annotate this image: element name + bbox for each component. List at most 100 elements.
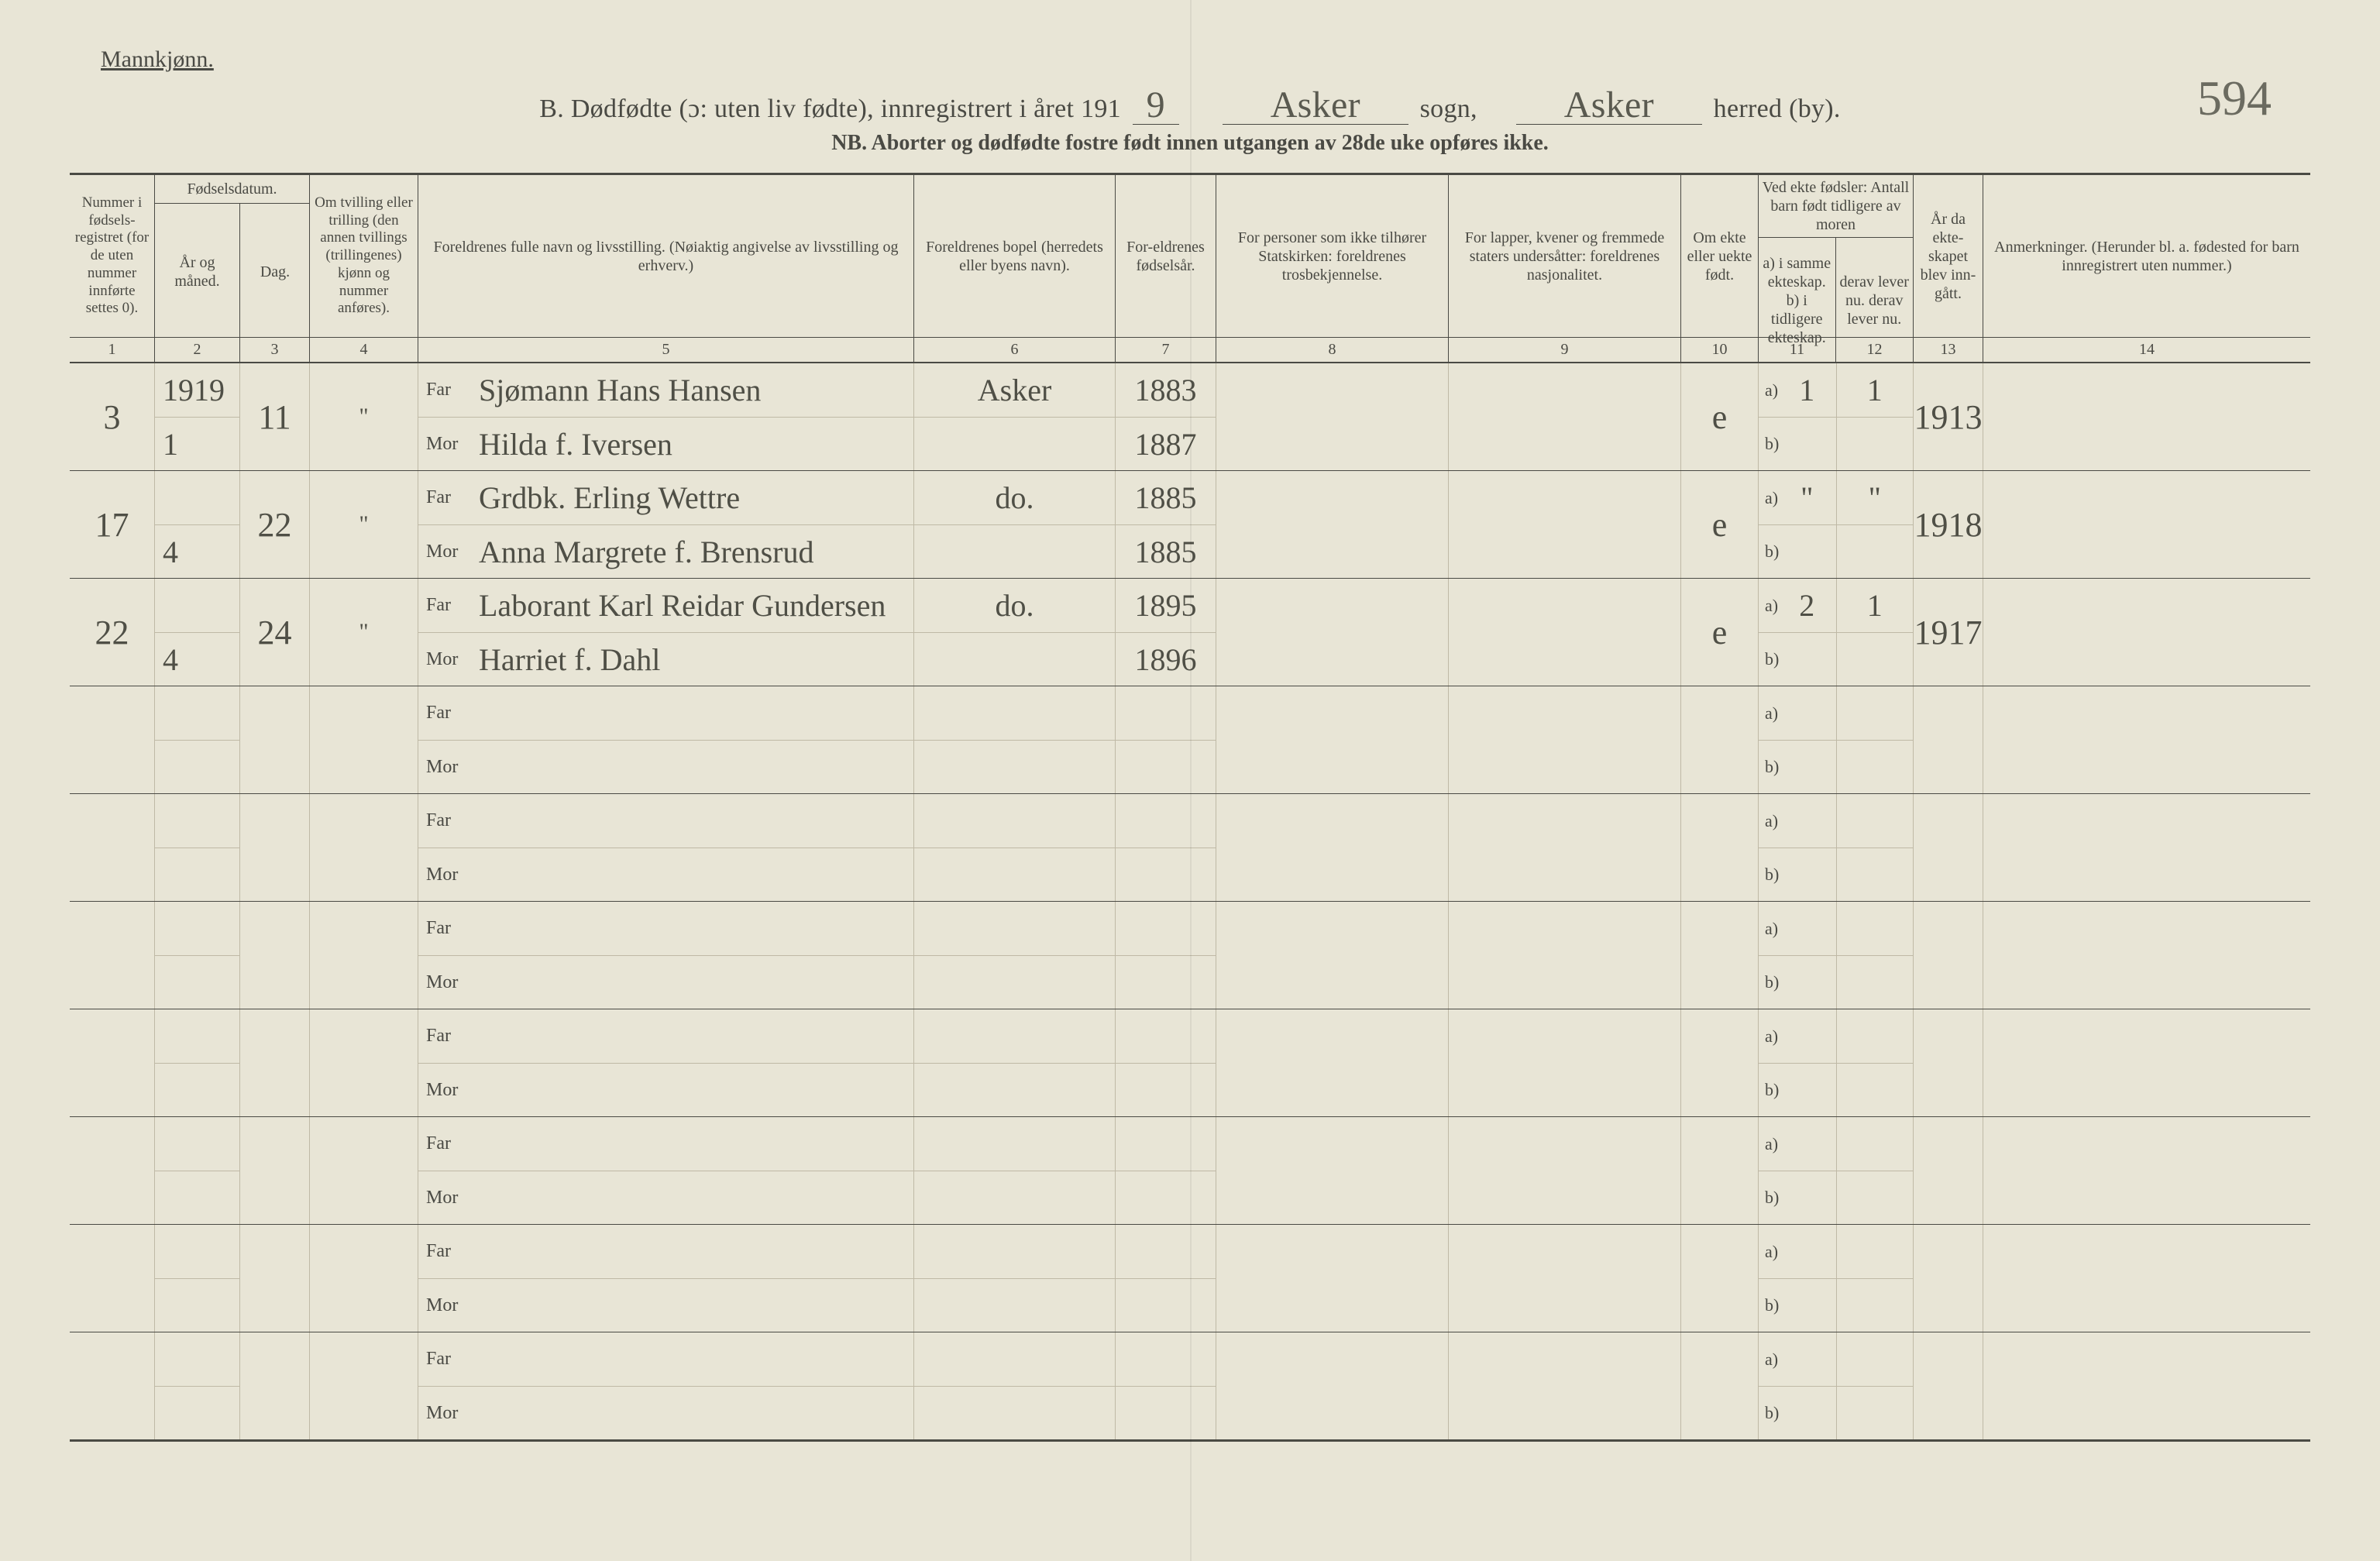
cell-prev-children: a)b) [1759,1117,1914,1224]
cell-prev-children: a)11b) [1759,363,1914,470]
label-far: Far [426,918,469,939]
cell-birthyear-top: 1883 [1116,363,1216,417]
cell-year-month: 19191 [155,363,240,470]
cell-remarks [1983,1009,2310,1116]
cell-b-lever [1836,418,1914,470]
cell-year-month-top: 1919 [155,363,239,417]
cell-a-same: a)" [1759,471,1836,524]
cell-year-month-top [155,1117,239,1171]
cell-day: 11 [240,363,310,470]
cell-twin: " [310,579,418,686]
cell-year-month [155,902,240,1009]
herred-value: Asker [1516,87,1702,125]
cell-birthyear-bot: 1887 [1116,417,1216,470]
hdr-num-4: 4 [310,338,418,362]
cell-day: 24 [240,579,310,686]
cell-birthyear-bot [1116,955,1216,1009]
cell-ekte [1681,1332,1759,1439]
mother-name: Anna Margrete f. Brensrud [479,534,813,570]
cell-mother: Mor [418,1386,913,1439]
cell-marriage-year: 1918 [1914,471,1983,578]
cell-parent-names: Far Mor [418,1332,914,1439]
cell-year-month: 4 [155,471,240,578]
cell-day [240,1332,310,1439]
cell-nationality [1449,686,1681,793]
cell-a-lever [1836,686,1914,740]
cell-bopel-bot [914,848,1115,901]
cell-year-month [155,1009,240,1116]
cell-twin: " [310,471,418,578]
cell-birthyear-top [1116,794,1216,848]
cell-nationality [1449,1225,1681,1332]
title-prefix: B. Dødfødte (ɔ: uten liv fødte), innregi… [539,95,1121,123]
cell-marriage-year [1914,902,1983,1009]
cell-b-same: b) [1759,633,1836,686]
cell-birthyear: 18831887 [1116,363,1216,470]
cell-year-month-bot: 4 [155,524,239,578]
cell-b-lever [1836,741,1914,793]
cell-bopel [914,1117,1116,1224]
cell-year-month-top [155,794,239,848]
cell-b-same: b) [1759,848,1836,901]
label-far: Far [426,1133,469,1154]
cell-mother: MorHarriet f. Dahl [418,632,913,686]
cell-birthyear [1116,1225,1216,1332]
gender-heading: Mannkjønn. [101,46,2310,73]
cell-birthyear: 18951896 [1116,579,1216,686]
cell-mother: MorHilda f. Iversen [418,417,913,470]
label-mor: Mor [426,1295,469,1316]
cell-year-month: 4 [155,579,240,686]
cell-number: 22 [70,579,155,686]
cell-number [70,686,155,793]
label-mor: Mor [426,757,469,778]
cell-year-month-bot [155,1386,239,1439]
cell-birthyear-bot [1116,848,1216,901]
cell-a-same: a) [1759,686,1836,740]
cell-birthyear [1116,1332,1216,1439]
cell-birthyear-bot [1116,1063,1216,1116]
label-far: Far [426,1241,469,1262]
hdr-col-11-12-top: Ved ekte fødsler: Antall barn født tidli… [1759,175,1913,238]
cell-a-lever: 1 [1836,579,1914,632]
hdr-col-6: Foreldrenes bopel (herredets eller byens… [914,175,1116,337]
cell-bopel [914,1009,1116,1116]
cell-year-month-bot [155,1171,239,1224]
cell-a-same: a) [1759,1225,1836,1278]
cell-birthyear-bot [1116,1386,1216,1439]
cell-day: 22 [240,471,310,578]
label-far: Far [426,1349,469,1370]
cell-b-lever [1836,1387,1914,1439]
cell-mother: Mor [418,1278,913,1332]
hdr-col-10: Om ekte eller uekte født. [1681,175,1759,337]
cell-year-month-top [155,686,239,740]
cell-bopel-top [914,1332,1115,1386]
cell-ekte [1681,794,1759,901]
cell-ekte: e [1681,471,1759,578]
hdr-col-1: Nummer i fødsels-registret (for de uten … [70,175,155,337]
cell-bopel-bot [914,417,1115,470]
cell-birthyear [1116,902,1216,1009]
cell-prev-children: a)b) [1759,794,1914,901]
hdr-num-14: 14 [1983,338,2310,362]
hdr-col-9: For lapper, kvener og fremmede staters u… [1449,175,1681,337]
hdr-num-3: 3 [240,338,310,362]
cell-bopel-bot [914,1063,1115,1116]
cell-bopel-top [914,1225,1115,1278]
cell-a-lever [1836,1332,1914,1386]
hdr-col-14: Anmerkninger. (Herunder bl. a. fødested … [1983,175,2310,337]
cell-number [70,794,155,901]
cell-b-lever [1836,956,1914,1009]
cell-nationality [1449,1117,1681,1224]
cell-year-month-top [155,1225,239,1278]
hdr-num-13: 13 [1914,338,1983,362]
cell-twin [310,1225,418,1332]
cell-nationality [1449,794,1681,901]
cell-a-same: a) [1759,902,1836,955]
cell-year-month-top [155,471,239,524]
cell-nationality [1449,363,1681,470]
title-year-digit: 9 [1133,87,1179,125]
cell-mother: MorAnna Margrete f. Brensrud [418,524,913,578]
cell-remarks [1983,1225,2310,1332]
cell-day [240,794,310,901]
hdr-col-2-3-top: Fødselsdatum. [155,175,309,204]
